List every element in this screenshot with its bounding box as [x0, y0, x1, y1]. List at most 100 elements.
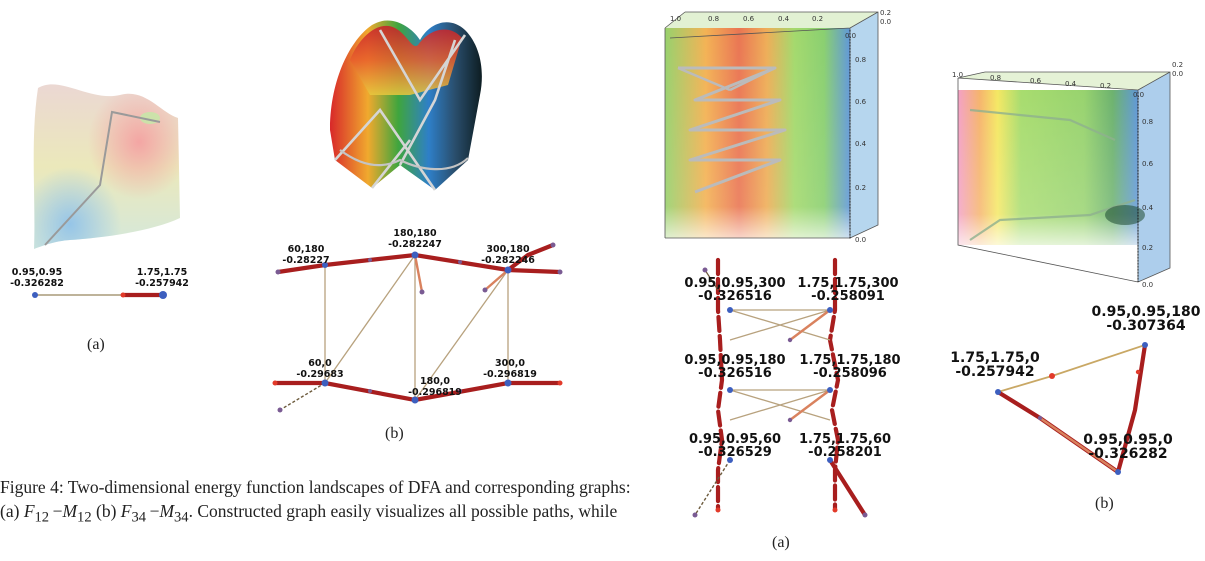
fig5b-node-095-180	[1142, 342, 1148, 348]
fig4b-node-mid	[458, 389, 462, 393]
fig4b-label-60-180-coords: 60,180	[288, 244, 325, 255]
fig4a-node-2-energy: -0.257942	[135, 278, 189, 289]
fig5a-tick-top-4: 0.2	[812, 15, 823, 23]
fig4b-node-mid	[419, 289, 425, 295]
fig4-sublabel-b: (b)	[385, 425, 404, 442]
fig4b-edge-d3	[414, 269, 509, 401]
fig4a-node-1-energy: -0.326282	[10, 278, 64, 289]
caption-prefix: Figure 4: Two-dimensional energy functio…	[0, 477, 631, 521]
fig5-sublabel-a: (a)	[772, 534, 790, 551]
fig5b-tick-top-1: 0.8	[990, 74, 1001, 82]
caption-f12: F	[23, 501, 35, 521]
fig5a-edge-tail-top	[704, 269, 719, 291]
fig5a-tick-side-0: 0.8	[855, 56, 866, 64]
fig4b-node-end	[272, 380, 278, 386]
fig5a-tick-top-3: 0.4	[778, 15, 790, 23]
fig5a-panel: 1.0 0.8 0.6 0.4 0.2 0.0 0.2 0.0 0.8 0.6 …	[650, 0, 930, 561]
fig5b-node-mid	[1037, 415, 1043, 421]
fig5a-label-3-energy: -0.326516	[698, 366, 772, 381]
caption-m34: M	[159, 501, 175, 521]
caption-suffix: . Constructed graph easily visualizes al…	[188, 501, 618, 521]
fig5a-label-3-coords: 0.95,0.95,180	[684, 353, 785, 368]
fig5a-node-end	[715, 507, 721, 513]
caption-f34-sub: 34	[131, 509, 147, 526]
fig5b-label-3-energy: -0.326282	[1088, 446, 1167, 462]
fig5b-tick-side-1: 0.6	[1142, 160, 1154, 168]
fig5b-tick-side-0: 0.8	[1142, 118, 1153, 126]
fig5b-node-mid	[1135, 369, 1141, 375]
fig5a-label-5-energy: -0.326529	[698, 445, 772, 460]
fig5b-cube: 1.0 0.8 0.6 0.4 0.2 0.0 0.2 0.0 0.8 0.6 …	[952, 61, 1183, 289]
fig5a-node-mid	[787, 417, 793, 423]
fig5b-tick-side-3: 0.2	[1142, 244, 1153, 252]
fig5b-tick-top-4: 0.2	[1100, 82, 1111, 90]
fig4a-surface	[33, 84, 180, 249]
fig5b-label-3-coords: 0.95,0.95,0	[1083, 432, 1173, 448]
caption-f12-sub: 12	[34, 509, 50, 526]
fig5a-tick-side-4: 0.0	[855, 236, 866, 244]
fig5b-label-1-energy: -0.307364	[1106, 318, 1186, 334]
caption-m12: M	[62, 501, 78, 521]
fig4b-label-300-180-energy: -0.282246	[481, 255, 535, 266]
fig4b-node-300-0	[504, 379, 512, 387]
fig4b-graph: 60,180 -0.28227 180,180 -0.282247 300,18…	[272, 228, 563, 413]
fig5a-label-6-energy: -0.258201	[808, 445, 882, 460]
fig5a-node-end	[832, 507, 838, 513]
fig5a-node-095-300	[727, 307, 733, 313]
fig5a-node-095-180	[727, 387, 733, 393]
fig5a-tick-side-2: 0.4	[855, 140, 867, 148]
fig5a-node-end	[692, 512, 698, 518]
fig5a-tick-corner-1: 0.0	[880, 18, 891, 26]
fig4b-label-300-0-coords: 300,0	[495, 358, 525, 369]
fig5a-label-2-coords: 1.75,1.75,300	[797, 276, 898, 291]
fig4-caption: Figure 4: Two-dimensional energy functio…	[0, 477, 631, 526]
fig4a-panel: 0.95,0.95 -0.326282 1.75,1.75 -0.257942 …	[0, 0, 230, 380]
fig5b-tick-top-2: 0.6	[1030, 77, 1042, 85]
fig4a-node-1-coords: 0.95,0.95	[12, 267, 63, 278]
fig5a-label-5-coords: 0.95,0.95,60	[689, 432, 781, 447]
fig5a-tick-side-1: 0.6	[855, 98, 867, 106]
fig5b-node-mid	[1049, 373, 1055, 379]
fig5a-label-4-energy: -0.258096	[813, 366, 887, 381]
fig5b-tick-top-3: 0.4	[1065, 80, 1077, 88]
fig4b-node-mid	[368, 389, 372, 393]
fig5b-edge-right	[1115, 342, 1148, 475]
caption-m12-sub: 12	[77, 509, 92, 526]
fig4b-node-end	[275, 269, 281, 275]
fig4b-node-end	[550, 242, 556, 248]
fig5a-tick-top-0: 1.0	[670, 15, 681, 23]
fig4b-label-180-180-energy: -0.282247	[388, 239, 442, 250]
caption-m34-sub: 34	[174, 509, 189, 526]
fig5a-edge-cross	[729, 309, 831, 421]
fig5a-label-1-coords: 0.95,0.95,300	[684, 276, 785, 291]
fig5b-node-175-0	[995, 389, 1001, 395]
fig5a-label-2-energy: -0.258091	[811, 289, 885, 304]
fig5a-node-175-300	[827, 307, 833, 313]
fig4b-edge-d4	[484, 269, 509, 291]
fig4b-label-60-180-energy: -0.28227	[282, 255, 329, 266]
fig4b-panel: 60,180 -0.28227 180,180 -0.282247 300,18…	[260, 0, 570, 450]
fig5a-label-1-energy: -0.326516	[698, 289, 772, 304]
fig5a-edge-left-chain	[715, 257, 725, 513]
fig5a-node-end	[702, 267, 708, 273]
fig5a-graph: 0.95,0.95,300 -0.326516 1.75,1.75,300 -0…	[684, 257, 901, 518]
fig5a-tick-corner-0: 0.2	[880, 9, 891, 17]
fig4b-label-60-0-coords: 60,0	[308, 358, 332, 369]
fig5b-tick-corner-0: 0.2	[1172, 61, 1183, 69]
fig5b-tick-side-4: 0.0	[1142, 281, 1153, 289]
fig4b-node-60-180	[322, 262, 328, 268]
fig5a-tick-top-2: 0.6	[743, 15, 755, 23]
fig5b-label-2-energy: -0.257942	[955, 364, 1034, 380]
caption-f34: F	[120, 501, 132, 521]
fig5b-label-2-coords: 1.75,1.75,0	[950, 350, 1040, 366]
fig5b-tick-top-0: 1.0	[952, 71, 963, 79]
fig4a-node-2	[159, 291, 167, 299]
fig4b-node-mid	[458, 260, 462, 264]
fig4b-node-mid	[482, 287, 488, 293]
fig5b-tick-top-5: 0.0	[1133, 91, 1144, 99]
fig4b-edge-tail	[279, 382, 326, 411]
fig5a-edge-tail-right	[827, 457, 868, 518]
fig4a-node-2-coords: 1.75,1.75	[137, 267, 188, 278]
fig5a-node-175-60	[827, 457, 833, 463]
fig4b-label-180-0-energy: -0.296819	[408, 387, 462, 398]
